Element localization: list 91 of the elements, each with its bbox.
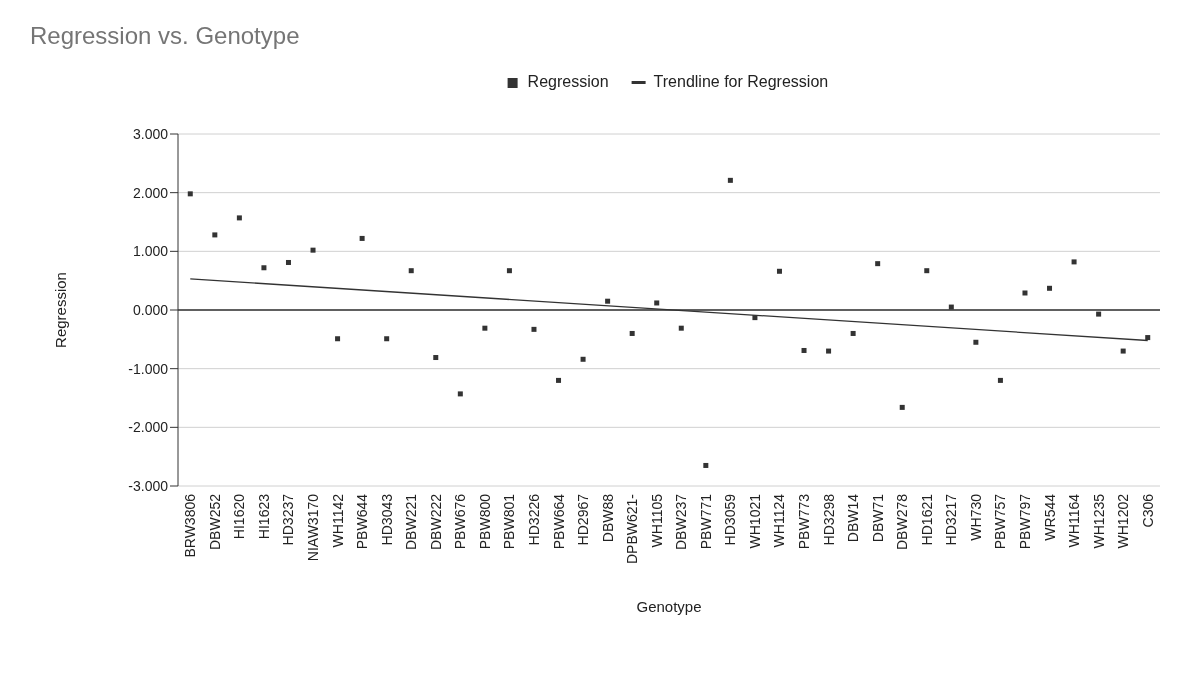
point — [678, 325, 684, 331]
x-tick-label: WH730 — [967, 493, 984, 541]
x-tick-label: HD3217 — [943, 493, 960, 546]
point — [899, 404, 905, 410]
point — [727, 177, 733, 183]
x-tick-label: WH1235 — [1090, 493, 1107, 549]
point — [236, 215, 242, 221]
y-tick-label: 1.000 — [132, 243, 169, 260]
x-tick-label: HD3059 — [722, 493, 739, 546]
point — [703, 462, 709, 468]
x-tick-label: HD3237 — [280, 493, 297, 546]
point — [506, 268, 512, 274]
x-tick-label: DBW71 — [869, 493, 886, 543]
x-tick-label: PBW644 — [354, 493, 371, 550]
point — [187, 191, 193, 197]
x-tick-label: PBW664 — [550, 493, 567, 550]
point — [826, 348, 832, 354]
point — [924, 268, 930, 274]
point — [1071, 259, 1077, 265]
x-tick-label: HI1620 — [231, 493, 248, 540]
point — [433, 355, 439, 361]
point — [408, 268, 414, 274]
point — [948, 304, 954, 310]
x-tick-label: WH1202 — [1115, 493, 1132, 549]
legend-label: Trendline for Regression — [653, 73, 829, 90]
point — [285, 259, 291, 265]
x-tick-label: HI1623 — [255, 493, 272, 540]
point — [973, 339, 979, 345]
x-tick-label: PBW771 — [697, 493, 714, 550]
point — [531, 326, 537, 332]
point — [776, 268, 782, 274]
y-tick-label: 0.000 — [132, 301, 169, 318]
y-tick-label: -2.000 — [128, 419, 169, 436]
x-tick-label: WR544 — [1041, 493, 1058, 541]
x-tick-label: PBW676 — [452, 493, 469, 550]
point — [580, 356, 586, 362]
x-tick-label: WH1164 — [1066, 493, 1083, 548]
x-tick-label: NIAW3170 — [305, 493, 322, 562]
point — [997, 377, 1003, 383]
point — [556, 377, 562, 383]
x-tick-label: WH1142 — [329, 493, 346, 548]
x-tick-label: WH1124 — [771, 493, 788, 548]
x-tick-label: BRW3806 — [182, 493, 199, 558]
point — [1120, 348, 1126, 354]
x-tick-label: DBW278 — [894, 493, 911, 551]
point — [310, 247, 316, 253]
point — [1022, 290, 1028, 296]
point — [629, 330, 635, 336]
x-axis-title: Genotype — [636, 598, 702, 615]
x-tick-label: DBW88 — [599, 493, 616, 543]
point — [384, 336, 390, 342]
y-tick-label: -1.000 — [128, 360, 169, 377]
x-tick-label: HD3226 — [525, 493, 542, 546]
point — [261, 265, 267, 271]
point — [850, 330, 856, 336]
x-tick-label: DBW14 — [845, 493, 862, 543]
y-axis-title: Regression — [52, 272, 69, 348]
y-tick-label: 2.000 — [132, 184, 169, 201]
x-tick-label: HD3298 — [820, 493, 837, 546]
legend-label: Regression — [527, 73, 609, 90]
point — [457, 391, 463, 397]
point — [654, 300, 660, 306]
y-tick-label: -3.000 — [128, 477, 169, 494]
point — [212, 232, 218, 238]
x-tick-label: PBW773 — [796, 493, 813, 550]
point — [335, 336, 341, 342]
point — [1145, 335, 1151, 341]
x-tick-label: WH1021 — [746, 493, 763, 549]
point — [875, 261, 881, 267]
point — [359, 235, 365, 241]
x-tick-label: DBW237 — [673, 493, 690, 551]
x-tick-label: DBW252 — [206, 493, 223, 551]
x-tick-label: C306 — [1139, 493, 1156, 528]
point — [1047, 285, 1053, 291]
point — [1096, 311, 1102, 317]
point — [482, 325, 488, 331]
point — [605, 298, 611, 304]
x-tick-label: PBW797 — [1016, 493, 1033, 550]
x-tick-label: DBW222 — [427, 493, 444, 551]
x-tick-label: DBW221 — [403, 493, 420, 551]
y-tick-label: 3.000 — [132, 125, 169, 142]
x-tick-label: PBW800 — [476, 493, 493, 550]
x-tick-label: HD3043 — [378, 493, 395, 546]
x-tick-label: PBW757 — [992, 493, 1009, 550]
x-tick-label: WH1105 — [648, 493, 665, 548]
x-tick-label: DPBW621- — [624, 493, 641, 565]
chart-title: Regression vs. Genotype — [30, 22, 300, 49]
x-tick-label: HD1621 — [918, 493, 935, 546]
point — [801, 347, 807, 353]
x-tick-label: HD2967 — [575, 493, 592, 546]
x-tick-label: PBW801 — [501, 493, 518, 550]
